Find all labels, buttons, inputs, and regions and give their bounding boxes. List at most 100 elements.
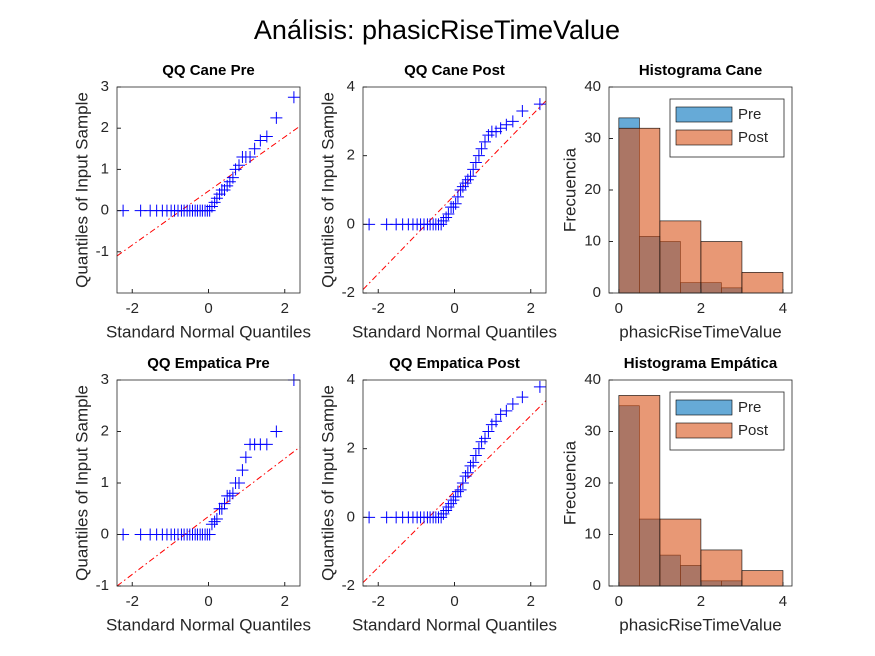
y-tick-label: 2: [347, 147, 355, 164]
qq-point: [494, 408, 507, 421]
y-tick-label: 20: [584, 181, 601, 198]
x-tick-label: 2: [527, 593, 535, 610]
legend-label: Pre: [738, 399, 761, 416]
qq-point: [467, 163, 480, 176]
qq-point: [494, 122, 507, 135]
y-tick-label: -2: [342, 577, 355, 594]
qq-point: [451, 190, 464, 203]
qq-point: [459, 177, 472, 190]
y-tick-label: 0: [101, 202, 109, 219]
qq-point: [270, 111, 283, 124]
qq-point: [236, 464, 249, 477]
subplot-title: QQ Cane Post: [404, 62, 505, 79]
qq-point: [208, 515, 221, 528]
axes-box: [608, 86, 793, 294]
x-tick-label: 2: [697, 300, 705, 317]
qq-point: [442, 208, 455, 221]
qq-point: [226, 487, 239, 500]
plot-area: [116, 374, 301, 587]
subplot-title: QQ Cane Pre: [162, 62, 255, 79]
y-tick-label: 40: [584, 78, 601, 95]
qq-point: [442, 501, 455, 514]
subplot-title: QQ Empatica Post: [389, 355, 520, 372]
legend-label: Post: [738, 422, 769, 439]
axes-box: [116, 86, 301, 294]
qq-point: [454, 184, 467, 196]
y-tick-label: 2: [101, 422, 109, 439]
axes-background: [117, 380, 300, 586]
x-tick-label: 0: [204, 300, 212, 317]
qq-point: [461, 173, 474, 186]
qq-point: [437, 214, 450, 227]
plot-area: [116, 91, 301, 257]
histogram-bar: [618, 127, 661, 294]
x-tick-label: 0: [450, 300, 458, 317]
qq-point: [260, 130, 273, 143]
x-tick-label: -2: [126, 300, 139, 317]
y-axis-label: Frecuencia: [560, 147, 579, 232]
qq-point: [435, 218, 448, 231]
qq-point: [449, 490, 462, 503]
histogram-bar: [741, 570, 784, 587]
reference-line: [362, 400, 547, 583]
subplot-title: QQ Empatica Pre: [147, 355, 270, 372]
qq-point: [447, 494, 460, 507]
qq-point: [500, 404, 513, 417]
qq-point: [449, 197, 462, 210]
y-tick-label: 10: [584, 525, 601, 542]
qq-point: [244, 151, 257, 164]
y-tick-label: -1: [96, 577, 109, 594]
histogram-bar: [741, 272, 784, 294]
y-tick-label: 30: [584, 422, 601, 439]
qq-point: [226, 171, 239, 184]
axes-box: [362, 86, 547, 294]
reference-line: [116, 125, 301, 257]
y-tick-label: 20: [584, 474, 601, 491]
qq-point: [475, 142, 488, 155]
qq-point: [203, 528, 216, 541]
qq-point: [260, 438, 273, 451]
y-tick-label: 3: [101, 371, 109, 388]
qq-point: [223, 489, 236, 502]
qq-point: [440, 211, 453, 224]
qq-point: [475, 435, 488, 448]
y-tick-label: 0: [347, 508, 355, 525]
qq-point: [456, 477, 469, 489]
qq-point: [469, 449, 482, 462]
qq-point: [464, 459, 477, 472]
plot-area: [618, 117, 784, 294]
reference-line: [362, 100, 547, 290]
x-tick-label: 4: [779, 593, 787, 610]
qq-point: [447, 201, 460, 214]
y-tick-label: 4: [347, 78, 355, 95]
subplot-title: Histograma Cane: [639, 62, 762, 79]
qq-point: [233, 159, 245, 172]
histogram-bar: [659, 518, 702, 587]
qq-point: [479, 135, 491, 148]
qq-point: [456, 180, 469, 193]
axes-box: [116, 379, 301, 587]
y-tick-label: 30: [584, 129, 601, 146]
qq-point: [451, 485, 464, 498]
x-tick-label: 2: [527, 300, 535, 317]
x-tick-label: 2: [281, 593, 289, 610]
legend-label: Pre: [738, 106, 761, 123]
qq-point: [435, 511, 448, 524]
x-axis-label: phasicRiseTimeValue: [619, 322, 782, 341]
qq-point: [490, 125, 503, 138]
histogram-bar: [618, 395, 661, 587]
legend-swatch: [675, 422, 733, 439]
x-axis-label: Standard Normal Quantiles: [106, 615, 311, 634]
y-tick-label: 40: [584, 371, 601, 388]
qq-point: [490, 415, 503, 428]
qq-point: [482, 425, 495, 438]
qq-point: [445, 497, 458, 510]
qq-point: [472, 149, 485, 162]
qq-point: [270, 425, 283, 438]
y-tick-label: 2: [347, 440, 355, 457]
x-axis-label: Standard Normal Quantiles: [352, 322, 557, 341]
qq-point: [461, 466, 474, 479]
x-tick-label: 0: [615, 300, 623, 317]
y-tick-label: 0: [347, 215, 355, 232]
